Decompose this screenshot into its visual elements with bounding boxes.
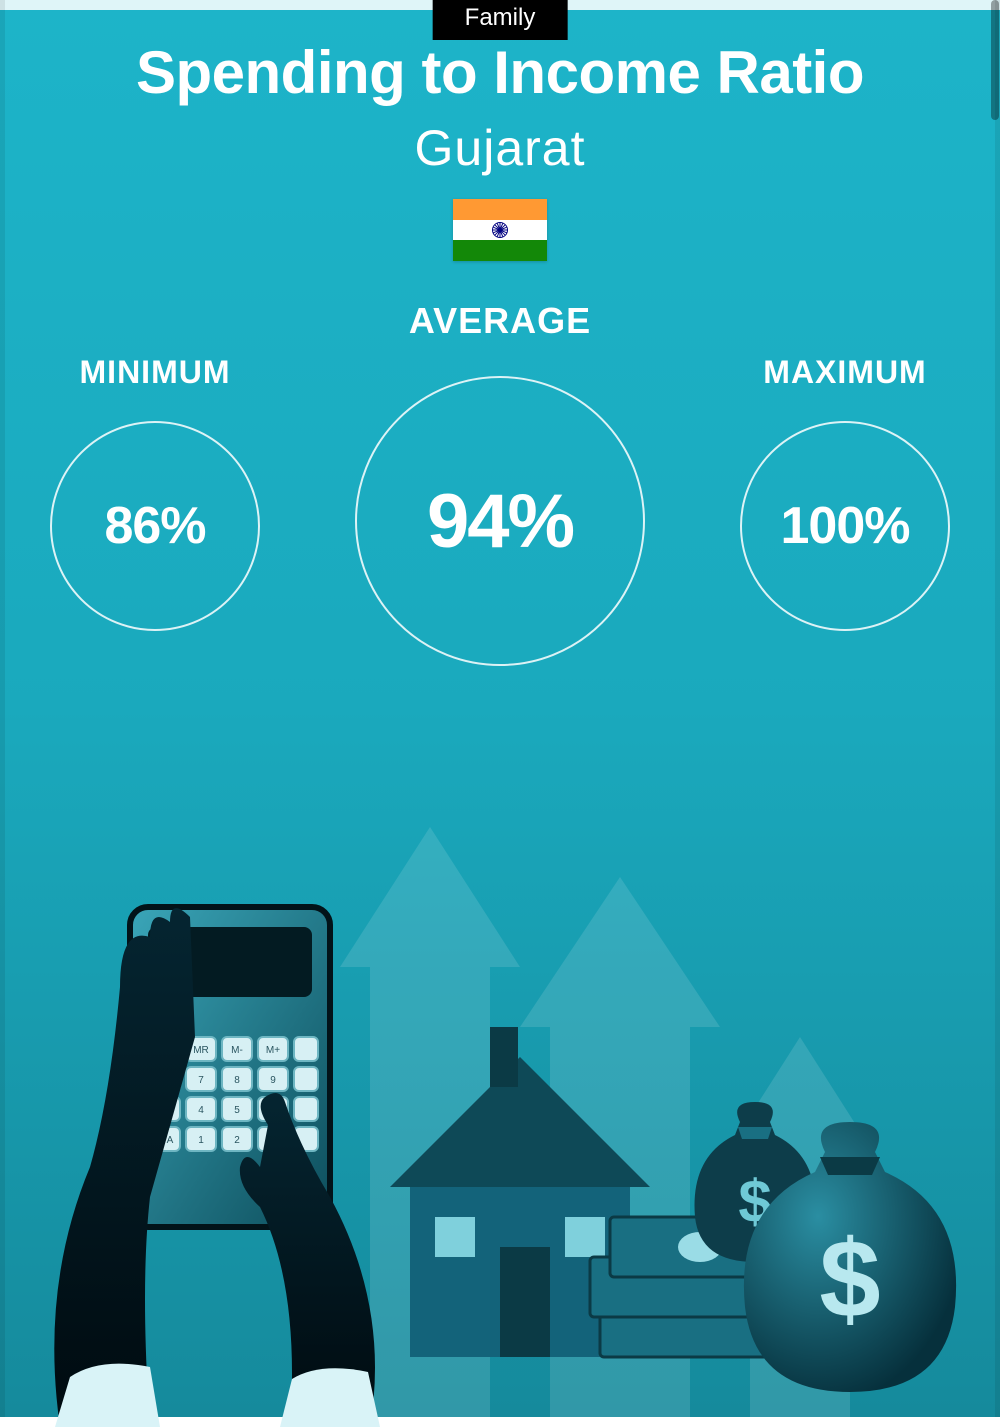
india-flag-icon — [453, 199, 547, 261]
stat-label-average: AVERAGE — [409, 300, 591, 342]
stat-value-maximum: 100% — [740, 421, 950, 631]
stat-minimum: MINIMUM 86% — [50, 354, 260, 631]
category-badge: Family — [433, 0, 568, 40]
stat-label-minimum: MINIMUM — [80, 354, 231, 391]
stat-average: AVERAGE 94% — [355, 300, 645, 666]
stat-value-minimum: 86% — [50, 421, 260, 631]
ashoka-chakra-icon — [492, 222, 508, 238]
page-title: Spending to Income Ratio — [0, 38, 1000, 107]
headings: Spending to Income Ratio Gujarat — [0, 38, 1000, 261]
region-subtitle: Gujarat — [0, 119, 1000, 177]
stat-value-average: 94% — [355, 376, 645, 666]
stat-maximum: MAXIMUM 100% — [740, 354, 950, 631]
stat-label-maximum: MAXIMUM — [763, 354, 926, 391]
stats-row: MINIMUM 86% AVERAGE 94% MAXIMUM 100% — [0, 300, 1000, 666]
